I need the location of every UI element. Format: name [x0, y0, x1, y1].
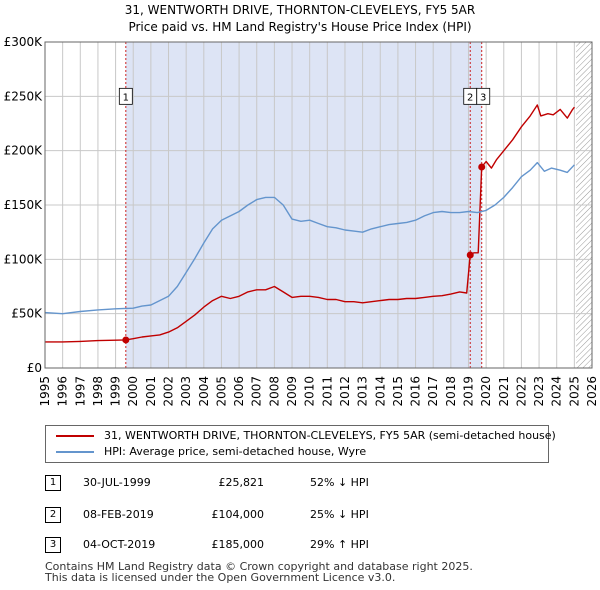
- sale-point: [466, 251, 474, 259]
- x-tick-label: 2024: [550, 376, 564, 407]
- y-tick-label: £0: [27, 361, 42, 375]
- sale-number: 2: [45, 507, 61, 523]
- chart-title: 31, WENTWORTH DRIVE, THORNTON-CLEVELEYS,…: [125, 3, 475, 17]
- x-tick-label: 1998: [91, 376, 105, 407]
- x-tick-label: 2008: [267, 376, 281, 407]
- x-tick-label: 1995: [38, 376, 52, 407]
- chart-subtitle: Price paid vs. HM Land Registry's House …: [128, 20, 471, 34]
- y-tick-label: £50K: [11, 307, 43, 321]
- x-tick-label: 1999: [109, 376, 123, 407]
- y-tick-label: £150K: [4, 198, 44, 212]
- y-tick-label: £300K: [4, 35, 44, 49]
- x-tick-label: 2007: [250, 376, 264, 407]
- x-tick-label: 2022: [514, 376, 528, 407]
- x-tick-label: 2009: [285, 376, 299, 407]
- sale-date: 30-JUL-1999: [83, 476, 151, 489]
- x-tick-label: 2004: [197, 376, 211, 407]
- y-tick-label: £200K: [4, 144, 44, 158]
- sale-price: £185,000: [211, 538, 265, 551]
- sale-marker-label: 1: [123, 92, 129, 103]
- x-tick-label: 2026: [585, 376, 599, 407]
- sale-date: 08-FEB-2019: [83, 508, 154, 521]
- x-tick-label: 2011: [320, 376, 334, 407]
- x-tick-label: 2006: [232, 376, 246, 407]
- legend-label-hpi: HPI: Average price, semi-detached house,…: [104, 445, 367, 458]
- x-tick-label: 1996: [56, 376, 70, 407]
- series-line-hpi: [44, 161, 575, 315]
- sale-marker-box: [476, 87, 491, 105]
- x-tick-label: 2002: [162, 376, 176, 407]
- sale-row: 3 04-OCT-2019 £185,000 29% ↑ HPI: [45, 536, 445, 554]
- sale-marker-label: 3: [480, 92, 486, 103]
- x-tick-label: 2020: [479, 376, 493, 407]
- x-tick-label: 2000: [126, 376, 140, 407]
- footer: Contains HM Land Registry data © Crown c…: [45, 561, 473, 583]
- legend-swatch-hpi: [56, 451, 94, 453]
- legend-label-property: 31, WENTWORTH DRIVE, THORNTON-CLEVELEYS,…: [104, 429, 556, 442]
- sale-marker-box: [118, 87, 133, 105]
- legend-swatch-property: [56, 435, 94, 437]
- sale-number: 1: [45, 475, 61, 491]
- y-tick-label: £250K: [4, 89, 44, 103]
- x-tick-label: 2025: [567, 376, 581, 407]
- x-tick-label: 2001: [144, 376, 158, 407]
- sale-price: £104,000: [211, 508, 265, 521]
- footer-copyright: Contains HM Land Registry data © Crown c…: [45, 560, 473, 573]
- x-tick-label: 2015: [391, 376, 405, 407]
- sale-row: 1 30-JUL-1999 £25,821 52% ↓ HPI: [45, 474, 445, 492]
- sale-price: £25,821: [218, 476, 265, 489]
- plot-frame: [44, 41, 593, 369]
- series-line-property: [45, 104, 575, 343]
- x-tick-label: 2021: [497, 376, 511, 407]
- x-tick-label: 2013: [356, 376, 370, 407]
- sale-marker-label: 2: [467, 92, 473, 103]
- sale-number: 3: [45, 537, 61, 553]
- sale-row: 2 08-FEB-2019 £104,000 25% ↓ HPI: [45, 506, 445, 524]
- x-tick-label: 2014: [373, 376, 387, 407]
- x-tick-label: 2010: [303, 376, 317, 407]
- x-tick-label: 2017: [426, 376, 440, 407]
- plot-area: 1995 1996 1997 1998 1999 2000 2001 2002 2003 2004…: [4, 35, 599, 407]
- x-tick-label: 2012: [338, 376, 352, 407]
- sale-date: 04-OCT-2019: [83, 538, 156, 551]
- x-tick-label: 2023: [532, 376, 546, 407]
- x-tick-label: 2018: [444, 376, 458, 407]
- sale-hpi-change: 25% ↓ HPI: [310, 508, 369, 521]
- sale-point: [478, 163, 486, 171]
- x-tick-label: 1997: [73, 376, 87, 407]
- x-tick-label: 2019: [461, 376, 475, 407]
- sale-point: [122, 336, 130, 344]
- price-chart: 31, WENTWORTH DRIVE, THORNTON-CLEVELEYS,…: [4, 3, 599, 407]
- legend: 31, WENTWORTH DRIVE, THORNTON-CLEVELEYS,…: [45, 425, 556, 463]
- x-tick-label: 2005: [214, 376, 228, 407]
- sale-hpi-change: 52% ↓ HPI: [310, 476, 369, 489]
- x-tick-label: 2016: [409, 376, 423, 407]
- footer-licence: This data is licensed under the Open Gov…: [45, 571, 396, 584]
- x-tick-label: 2003: [179, 376, 193, 407]
- y-tick-label: £100K: [4, 252, 44, 266]
- sale-hpi-change: 29% ↑ HPI: [310, 538, 369, 551]
